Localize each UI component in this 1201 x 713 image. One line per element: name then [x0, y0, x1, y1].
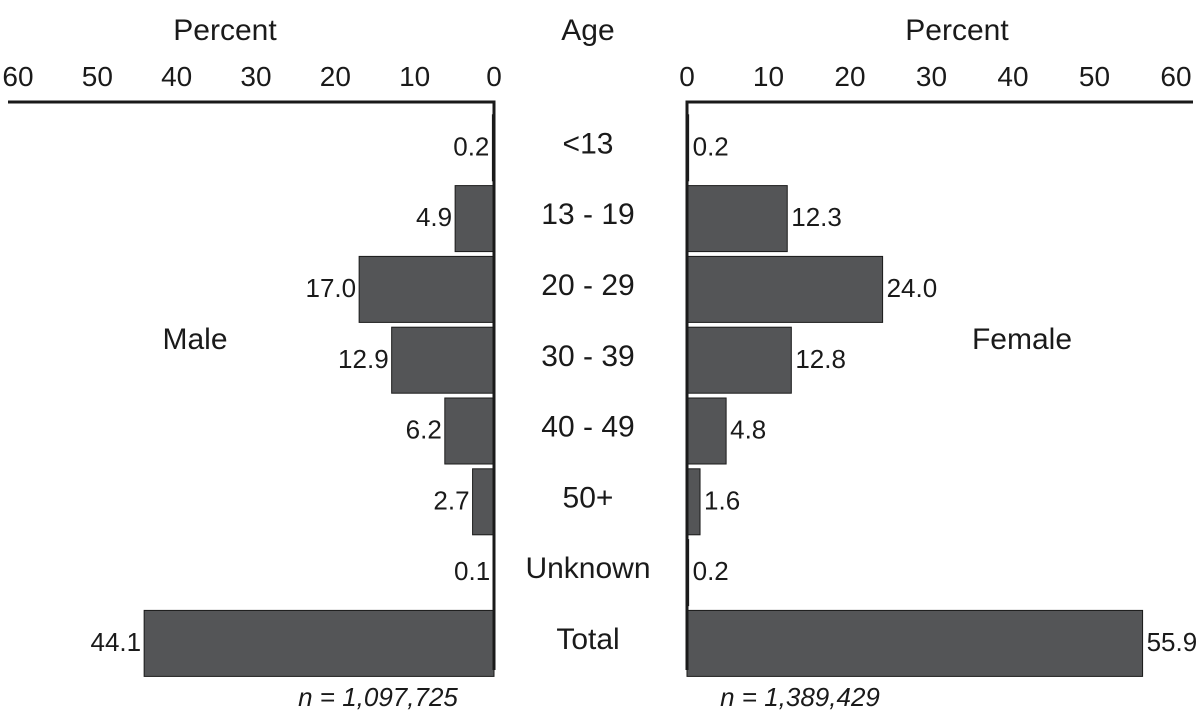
male-bars — [143, 114, 495, 677]
female-bar — [686, 185, 788, 253]
female-value-label: 12.3 — [791, 202, 842, 232]
female-tick-label: 10 — [753, 61, 784, 92]
female-axis-ticks: 0 10 20 30 40 50 60 — [679, 61, 1191, 92]
female-value-label: 1.6 — [704, 485, 740, 515]
male-value-labels: 0.2 4.9 17.0 12.9 6.2 2.7 0.1 44.1 — [91, 131, 491, 657]
female-value-label: 55.9 — [1147, 627, 1198, 657]
male-axis-line — [8, 100, 496, 670]
age-category-label: 13 - 19 — [541, 198, 634, 231]
left-axis-title: Percent — [173, 14, 277, 47]
female-value-label: 0.2 — [693, 556, 729, 586]
female-value-label: 4.8 — [730, 415, 766, 445]
male-bar — [472, 468, 495, 536]
male-tick-label: 60 — [2, 61, 33, 92]
male-tick-label: 40 — [161, 61, 192, 92]
male-sample-size: n = 1,097,725 — [298, 682, 458, 712]
female-sample-size: n = 1,389,429 — [720, 682, 880, 712]
male-tick-label: 20 — [320, 61, 351, 92]
female-bar — [686, 609, 1144, 677]
female-bar — [686, 255, 884, 323]
age-category-label: 50+ — [563, 481, 614, 514]
female-bars — [686, 114, 1144, 677]
age-axis-title: Age — [561, 14, 614, 47]
female-tick-label: 30 — [916, 61, 947, 92]
age-category-label: 30 - 39 — [541, 340, 634, 373]
male-tick-label: 30 — [240, 61, 271, 92]
right-axis-title: Percent — [905, 14, 1009, 47]
female-bar — [686, 397, 727, 465]
age-category-labels: <13 13 - 19 20 - 29 30 - 39 40 - 49 50+ Unknow… — [525, 127, 650, 656]
male-value-label: 0.1 — [454, 556, 490, 586]
male-value-label: 6.2 — [406, 415, 442, 445]
age-category-label: 40 - 49 — [541, 411, 634, 444]
male-series-label: Male — [162, 323, 227, 356]
female-tick-label: 60 — [1160, 61, 1191, 92]
female-axis-line — [685, 100, 1193, 670]
male-tick-label: 10 — [399, 61, 430, 92]
age-category-label: <13 — [563, 127, 614, 160]
female-value-label: 24.0 — [887, 273, 938, 303]
female-tick-label: 40 — [997, 61, 1028, 92]
male-tick-label: 0 — [486, 61, 502, 92]
male-bar — [143, 609, 495, 677]
female-tick-label: 50 — [1079, 61, 1110, 92]
male-bar — [358, 255, 495, 323]
male-tick-label: 50 — [82, 61, 113, 92]
female-value-labels: 0.2 12.3 24.0 12.8 4.8 1.6 0.2 55.9 — [693, 131, 1198, 657]
age-category-label: 20 - 29 — [541, 269, 634, 302]
female-bar — [686, 326, 792, 394]
female-series-label: Female — [972, 323, 1072, 356]
female-tick-label: 0 — [679, 61, 695, 92]
male-value-label: 2.7 — [433, 485, 469, 515]
male-value-label: 12.9 — [338, 344, 389, 374]
male-bar — [454, 185, 495, 253]
age-category-label: Unknown — [525, 552, 650, 585]
male-value-label: 17.0 — [306, 273, 357, 303]
female-value-label: 0.2 — [693, 131, 729, 161]
male-axis-ticks: 0 10 20 30 40 50 60 — [2, 61, 501, 92]
male-value-label: 4.9 — [416, 202, 452, 232]
female-value-label: 12.8 — [795, 344, 846, 374]
male-bar — [391, 326, 495, 394]
female-bar — [686, 468, 701, 536]
female-tick-label: 20 — [834, 61, 865, 92]
male-bar — [444, 397, 495, 465]
male-value-label: 44.1 — [91, 627, 142, 657]
male-value-label: 0.2 — [453, 131, 489, 161]
age-category-label: Total — [556, 623, 619, 656]
